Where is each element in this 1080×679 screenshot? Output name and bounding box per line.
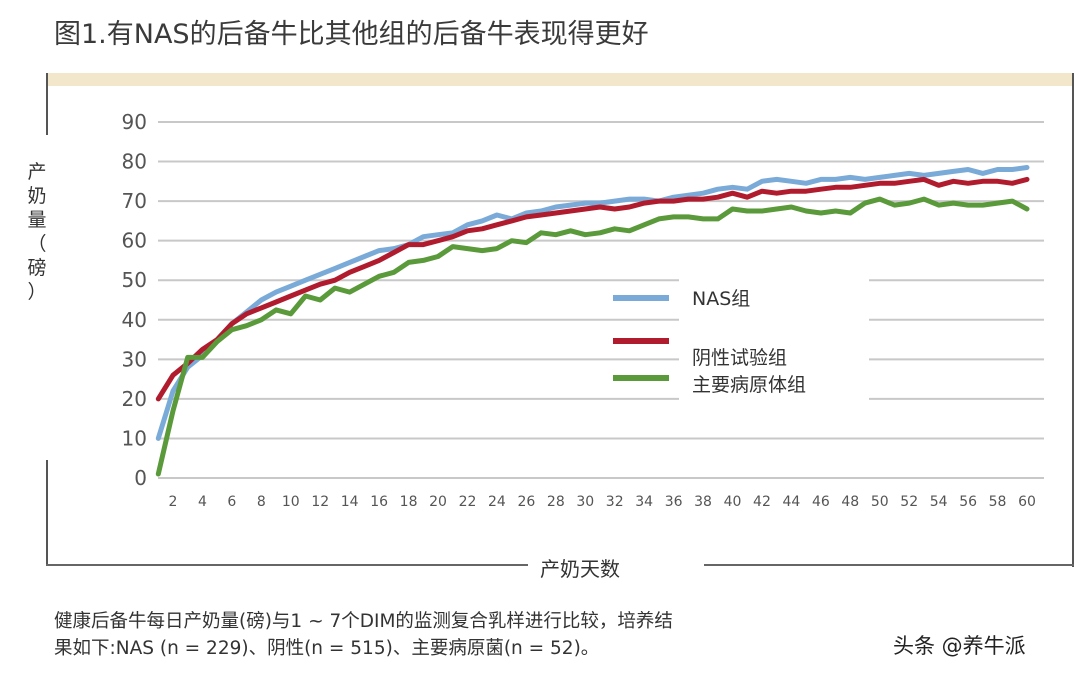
y-tick-label: 10 (122, 426, 147, 450)
x-axis-ticks: 2 4 6 8 10 12 14 16 18 20 22 24 26 28 30 32 34 36 38 40 42 44… (169, 494, 1036, 510)
chart-frame-bottom-left (46, 564, 528, 566)
x-tick-label: 2 (169, 494, 178, 510)
x-tick-label: 14 (341, 494, 359, 510)
y-tick-label: 70 (122, 189, 147, 213)
caption-line-1: 健康后备牛每日产奶量(磅)与1 ~ 7个DIM的监测复合乳样进行比较，培养结 (54, 611, 673, 632)
x-tick-label: 6 (227, 494, 236, 510)
x-tick-label: 30 (576, 494, 594, 510)
legend-label-major-pathogen: 主要病原体组 (692, 374, 806, 396)
chart-frame-right (1072, 73, 1074, 567)
y-axis-title: 产 奶 量 （ 磅 ） (27, 161, 47, 303)
y-tick-label: 50 (122, 268, 147, 292)
y-tick-label: 20 (122, 387, 147, 411)
x-tick-label: 28 (547, 494, 565, 510)
y-tick-label: 40 (122, 308, 147, 332)
x-tick-label: 22 (459, 494, 477, 510)
x-tick-label: 40 (724, 494, 742, 510)
chart-frame-bottom-right (704, 564, 1074, 566)
chart-frame-left-top (46, 73, 48, 135)
x-tick-label: 52 (900, 494, 918, 510)
x-tick-label: 8 (257, 494, 266, 510)
series-negative (155, 176, 1030, 402)
series-nas (155, 165, 1030, 441)
y-tick-label: 80 (122, 150, 147, 174)
data-series (155, 165, 1030, 477)
x-tick-label: 44 (782, 494, 800, 510)
x-tick-label: 18 (400, 494, 418, 510)
series-major-pathogen (155, 196, 1030, 477)
x-tick-label: 56 (959, 494, 977, 510)
x-tick-label: 32 (606, 494, 624, 510)
caption-line-2: 果如下:NAS (n = 229)、阴性(n = 515)、主要病原菌(n = … (54, 638, 600, 659)
legend-label-nas: NAS组 (692, 288, 750, 310)
chart-frame-left-bottom (46, 460, 48, 566)
x-tick-label: 38 (694, 494, 712, 510)
legend-label-negative: 阴性试验组 (692, 347, 787, 369)
x-tick-label: 20 (429, 494, 447, 510)
y-tick-label: 90 (122, 110, 147, 134)
x-tick-label: 12 (311, 494, 329, 510)
figure-title: 图1.有NAS的后备牛比其他组的后备牛表现得更好 (54, 19, 649, 50)
legend: NAS组 阴性试验组 主要病原体组 (613, 288, 806, 396)
y-tick-label: 60 (122, 229, 147, 253)
x-tick-label: 46 (812, 494, 830, 510)
x-tick-label: 60 (1018, 494, 1036, 510)
x-tick-label: 26 (517, 494, 535, 510)
figure-caption: 健康后备牛每日产奶量(磅)与1 ~ 7个DIM的监测复合乳样进行比较，培养结 果… (54, 608, 673, 662)
x-tick-label: 50 (871, 494, 889, 510)
x-tick-label: 4 (198, 494, 207, 510)
x-tick-label: 10 (282, 494, 300, 510)
y-tick-label: 0 (134, 466, 147, 490)
x-tick-label: 16 (370, 494, 388, 510)
chart-top-band (48, 73, 1073, 86)
gridlines (158, 121, 1044, 479)
x-tick-label: 36 (665, 494, 683, 510)
x-tick-label: 24 (488, 494, 506, 510)
x-tick-label: 58 (989, 494, 1007, 510)
x-axis-title: 产奶天数 (540, 557, 620, 581)
legend-background (679, 272, 869, 400)
x-tick-label: 48 (841, 494, 859, 510)
x-tick-label: 42 (753, 494, 771, 510)
x-tick-label: 54 (930, 494, 948, 510)
x-tick-label: 34 (635, 494, 653, 510)
y-tick-label: 30 (122, 347, 147, 371)
y-axis-ticks: 0 10 20 30 40 50 60 70 80 90 (122, 110, 147, 490)
watermark: 头条 @养牛派 (893, 634, 1026, 658)
